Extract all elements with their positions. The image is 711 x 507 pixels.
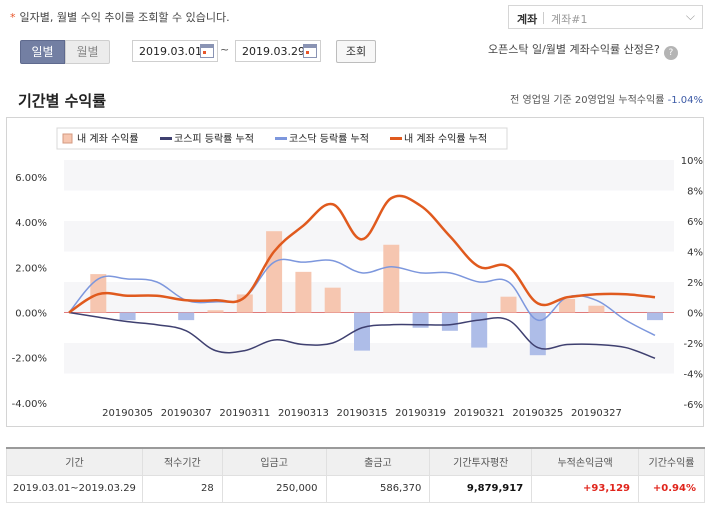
return-chart: 6.00%4.00%2.00%0.00%-2.00%-4.00%-6.00%10… <box>6 117 704 427</box>
date-range-tilde: ~ <box>220 43 230 56</box>
y-left-tick-label: -2.00% <box>12 354 47 365</box>
kosdaq-bar <box>647 312 663 321</box>
notice-star: * <box>10 11 16 24</box>
cumulative-note-label: 전 영업일 기준 20영업일 누적수익률 <box>510 95 665 106</box>
header-cell: 적수기간 <box>141 447 223 476</box>
my-return-bar <box>266 231 283 313</box>
kospi-line <box>68 311 656 359</box>
kosdaq-bar <box>441 312 458 331</box>
x-tick-label: 20190311 <box>219 408 270 419</box>
header-cell: 누적손익금액 <box>531 447 639 476</box>
y-right-tick-label: 2% <box>687 278 703 289</box>
y-right-tick-label: 6% <box>687 217 703 228</box>
y-left-tick-label: 4.00% <box>15 218 47 229</box>
page-title: 기간별 수익률 <box>18 92 107 110</box>
my-return-bar <box>588 305 605 313</box>
y-left-tick-label: 2.00% <box>15 263 47 274</box>
y-right-tick-label: 8% <box>687 187 703 198</box>
y-right-tick-label: 0% <box>687 309 703 320</box>
period-cell: 2019.03.01~2019.03.29 <box>6 474 143 503</box>
chart-svg: 6.00%4.00%2.00%0.00%-2.00%-4.00%-6.00%10… <box>12 127 703 419</box>
notice-text: 일자별, 월별 수익 추이를 조회할 수 있습니다. <box>19 11 230 24</box>
header-cell: 기간 <box>6 447 143 476</box>
y-left-tick-label: 0.00% <box>15 309 47 320</box>
legend-my-return-swatch <box>62 133 73 144</box>
monthly-tab[interactable]: 월별 <box>65 40 110 64</box>
summary-table: 기간 적수기간 입금고 출금고 기간투자평잔 누적손익금액 기간수익률 2019… <box>6 447 705 503</box>
cum-profit-cell: +93,129 <box>531 474 639 503</box>
kosdaq-line <box>68 258 656 337</box>
x-tick-label: 20190315 <box>337 408 388 419</box>
kosdaq-bar <box>119 312 136 321</box>
header-cell: 기간수익률 <box>638 447 705 476</box>
legend-kosdaq-label: 코스닥 등락률 누적 <box>289 133 369 145</box>
account-divider <box>543 12 544 24</box>
search-button[interactable]: 조회 <box>336 40 376 63</box>
my-return-bar <box>295 271 312 313</box>
my-return-bar <box>559 298 576 313</box>
x-tick-label: 20190313 <box>278 408 329 419</box>
question-icon: ? <box>663 46 678 60</box>
x-tick-label: 20190321 <box>454 408 505 419</box>
withdrawal-cell: 586,370 <box>325 474 431 503</box>
my-return-bar <box>500 296 517 313</box>
y-left-tick-label: -4.00% <box>12 399 47 410</box>
notice: * 일자별, 월별 수익 추이를 조회할 수 있습니다. <box>10 9 230 25</box>
kosdaq-bar <box>354 312 370 351</box>
end-date-input[interactable]: 2019.03.29 <box>235 40 321 62</box>
period-toggle: 일별 월별 <box>20 40 110 64</box>
y-right-tick-label: -2% <box>684 339 703 350</box>
x-tick-label: 20190305 <box>102 408 153 419</box>
account-label: 계좌 <box>517 13 538 26</box>
start-date-input[interactable]: 2019.03.01 <box>132 40 218 62</box>
account-value: 계좌#1 <box>551 13 588 26</box>
avg-balance-cell: 9,879,917 <box>429 474 533 503</box>
my-return-bar <box>383 244 400 313</box>
y-right-tick-label: 10% <box>681 156 703 167</box>
x-tick-label: 20190325 <box>512 408 563 419</box>
plot-band <box>64 282 674 313</box>
cumulative-note: 전 영업일 기준 20영업일 누적수익률 -1.04% <box>510 91 703 106</box>
account-select[interactable]: 계좌 계좌#1 ⌵ <box>508 5 703 29</box>
x-tick-label: 20190319 <box>395 408 446 419</box>
x-tick-label: 20190307 <box>161 408 212 419</box>
y-right-tick-label: -6% <box>684 400 703 411</box>
help-text: 오픈스탁 일/월별 계좌수익률 산정은? <box>488 43 660 56</box>
y-right-tick-label: -4% <box>684 370 703 381</box>
legend-kospi-label: 코스피 등락률 누적 <box>174 133 254 145</box>
header-cell: 입금고 <box>221 447 327 476</box>
legend-kosdaq-swatch <box>275 137 287 140</box>
plot-band <box>64 160 674 191</box>
deposit-cell: 250,000 <box>221 474 327 503</box>
y-right-tick-label: 4% <box>687 248 703 259</box>
kosdaq-bar <box>471 312 488 348</box>
help-link[interactable]: 오픈스탁 일/월별 계좌수익률 산정은?? <box>488 41 678 60</box>
my-return-bar <box>207 310 224 313</box>
my-return-bar <box>324 287 341 313</box>
header-cell: 출금고 <box>325 447 431 476</box>
legend-my-cumulative-swatch <box>390 137 402 140</box>
period-return-cell: +0.94% <box>638 474 705 503</box>
legend-my-return-label: 내 계좌 수익률 <box>77 133 139 145</box>
chevron-down-icon: ⌵ <box>685 9 695 23</box>
days-cell: 28 <box>141 474 223 503</box>
legend-my-cumulative-label: 내 계좌 수익률 누적 <box>404 133 487 145</box>
calendar-icon[interactable] <box>200 44 214 58</box>
table-row: 2019.03.01~2019.03.29 28 250,000 586,370… <box>6 474 705 503</box>
end-date-value: 2019.03.29 <box>242 45 305 58</box>
cumulative-note-value: -1.04% <box>667 95 703 106</box>
calendar-icon[interactable] <box>303 44 317 58</box>
legend-kospi-swatch <box>160 137 172 140</box>
y-left-tick-label: 6.00% <box>15 173 47 184</box>
daily-tab[interactable]: 일별 <box>20 40 65 64</box>
header-cell: 기간투자평잔 <box>429 447 533 476</box>
plot-band <box>64 221 674 252</box>
start-date-value: 2019.03.01 <box>139 45 202 58</box>
summary-header-row: 기간 적수기간 입금고 출금고 기간투자평잔 누적손익금액 기간수익률 <box>6 447 705 476</box>
x-tick-label: 20190327 <box>571 408 622 419</box>
kosdaq-bar <box>178 312 195 321</box>
my-cumulative-line <box>68 194 656 314</box>
